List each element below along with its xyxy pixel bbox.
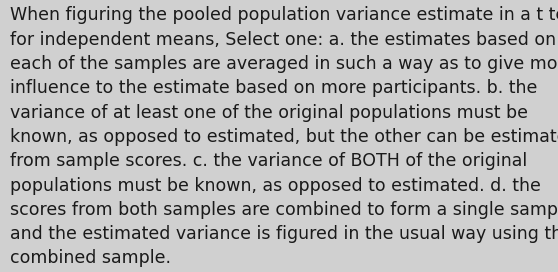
Text: When figuring the pooled population variance estimate in a t test
for independen: When figuring the pooled population vari… [10,7,558,267]
